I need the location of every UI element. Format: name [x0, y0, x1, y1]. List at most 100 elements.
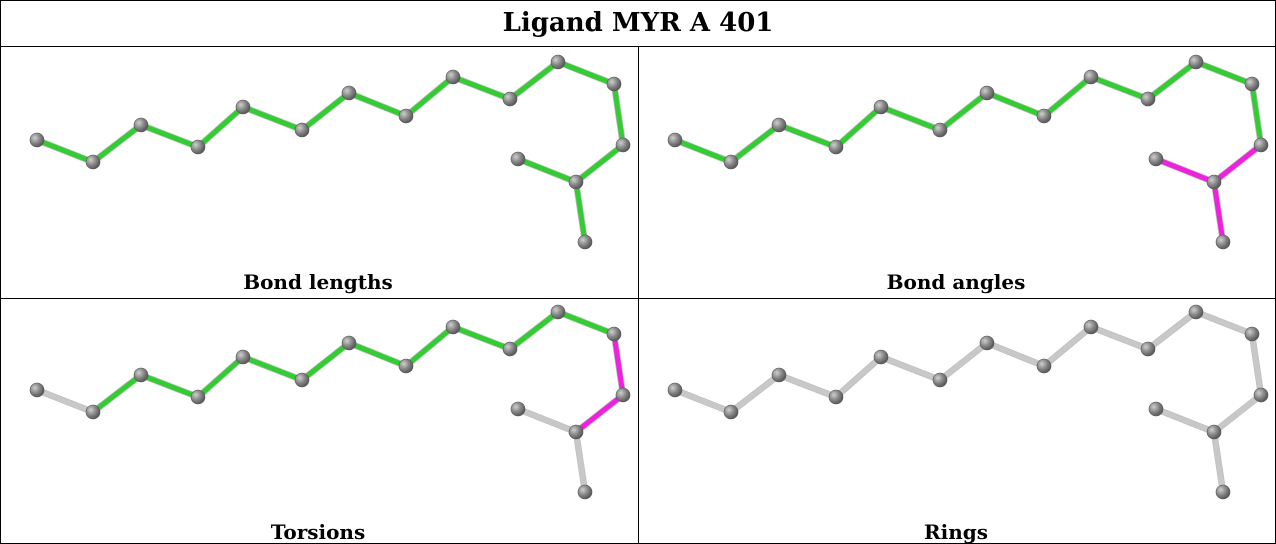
bond [138, 122, 201, 150]
bond [450, 74, 513, 102]
panel-label-rings: Rings [923, 520, 988, 544]
bond [1249, 331, 1264, 398]
atom [932, 372, 948, 388]
atom [1083, 319, 1099, 335]
atom [1148, 151, 1164, 167]
atom [615, 137, 631, 153]
atom [771, 117, 787, 133]
bond [776, 122, 839, 150]
atom [510, 151, 526, 167]
bond [937, 340, 990, 383]
bond [1249, 81, 1264, 148]
bond [833, 104, 884, 150]
bond [573, 179, 588, 245]
bond [507, 309, 561, 352]
atom [341, 85, 357, 101]
atom [979, 85, 995, 101]
bond [672, 387, 734, 415]
atom [235, 99, 251, 115]
bond [984, 340, 1047, 369]
bond [195, 354, 246, 400]
figure-title: Ligand MYR A 401 [502, 8, 774, 38]
bond [776, 372, 839, 400]
atom [1253, 137, 1269, 153]
bond [299, 340, 352, 383]
bond [555, 59, 617, 87]
molecule-panel-2 [667, 54, 1269, 250]
panel-label-bond-lengths: Bond lengths [243, 270, 393, 294]
atom [133, 367, 149, 383]
atom [1206, 424, 1222, 440]
bond [403, 74, 456, 119]
atom [29, 382, 45, 398]
atom [932, 122, 948, 138]
atom [445, 319, 461, 335]
atom [294, 122, 310, 138]
bond [1041, 74, 1094, 119]
atom [771, 367, 787, 383]
bond [728, 122, 782, 165]
atom [29, 132, 45, 148]
bond [346, 340, 409, 369]
atom [85, 154, 101, 170]
atom [294, 372, 310, 388]
panel-label-bond-angles: Bond angles [886, 270, 1026, 294]
bond [90, 122, 144, 165]
atom [398, 108, 414, 124]
atom [1036, 108, 1052, 124]
bond [937, 90, 990, 133]
bond [403, 324, 456, 369]
bond [555, 309, 617, 337]
atom [1244, 76, 1260, 92]
bond [34, 387, 96, 415]
bond [299, 90, 352, 133]
bond [1211, 429, 1226, 495]
atom [1215, 234, 1231, 250]
bond [1211, 392, 1264, 435]
atom [606, 76, 622, 92]
atom [568, 174, 584, 190]
bond [984, 90, 1047, 119]
atom [873, 99, 889, 115]
bond [1211, 179, 1226, 245]
bond [346, 90, 409, 119]
bond [1193, 309, 1255, 337]
bond [1088, 74, 1151, 102]
bond [1088, 324, 1151, 352]
bond [878, 104, 943, 133]
bond [34, 137, 96, 165]
panel-label-torsions: Torsions [270, 520, 366, 544]
bond [195, 104, 246, 150]
atom [510, 401, 526, 417]
bond [1211, 142, 1264, 185]
atom [828, 139, 844, 155]
atom [85, 404, 101, 420]
bond [138, 372, 201, 400]
atom [550, 54, 566, 70]
bond [878, 354, 943, 383]
bond [90, 372, 144, 415]
bond [507, 59, 561, 102]
bond [573, 392, 626, 435]
atom [502, 341, 518, 357]
bond [1145, 59, 1199, 102]
bond [515, 406, 579, 435]
atom [667, 132, 683, 148]
atom [1083, 69, 1099, 85]
atom [873, 349, 889, 365]
atom [235, 349, 251, 365]
atom [723, 404, 739, 420]
bond [611, 331, 626, 398]
bond [573, 429, 588, 495]
atom [1036, 358, 1052, 374]
bond [240, 354, 305, 383]
atom [445, 69, 461, 85]
atom [577, 484, 593, 500]
atom [502, 91, 518, 107]
bond [240, 104, 305, 133]
atom [979, 335, 995, 351]
bond [450, 324, 513, 352]
bond [515, 156, 579, 185]
atom [190, 389, 206, 405]
